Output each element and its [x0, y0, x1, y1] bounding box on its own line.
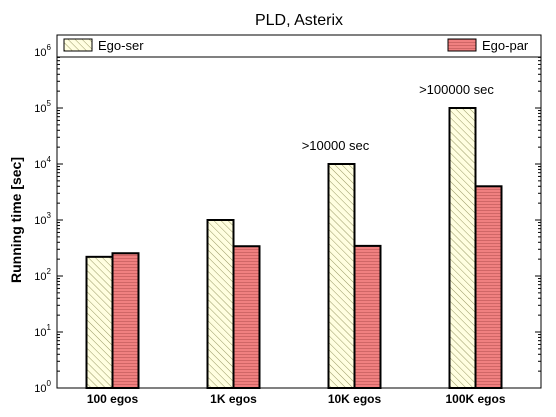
- annotation-label: >10000 sec: [302, 138, 370, 153]
- y-tick-label: 100: [34, 379, 51, 395]
- bar-ego-par-3: [474, 185, 503, 389]
- y-tick-label-exponent: 0: [47, 379, 52, 388]
- y-tick-label-base: 10: [34, 215, 46, 227]
- y-tick-label-base: 10: [34, 159, 46, 171]
- y-tick-label-base: 10: [34, 327, 46, 339]
- chart-title: PLD, Asterix: [255, 12, 343, 29]
- y-tick-label-base: 10: [34, 47, 46, 59]
- y-tick-label: 106: [34, 43, 51, 59]
- legend-box: [56, 34, 542, 58]
- bar-ego-ser-3: [448, 107, 477, 389]
- bars-group: [85, 107, 503, 390]
- x-tick-label: 100 egos: [87, 392, 139, 406]
- bar-ego-ser-2: [327, 163, 356, 389]
- bar-ego-ser-1: [206, 219, 235, 389]
- bar-ego-par-1: [232, 245, 261, 389]
- legend-label-ego-ser: Ego-ser: [98, 38, 144, 53]
- bar-ego-par-0: [111, 252, 140, 389]
- y-tick-label: 104: [34, 155, 51, 171]
- y-tick-label-exponent: 2: [47, 267, 52, 276]
- x-tick-label: 1K egos: [210, 392, 257, 406]
- x-tick-label: 100K egos: [445, 392, 505, 406]
- bar-ego-par-2: [353, 244, 382, 389]
- legend: Ego-ser Ego-par: [56, 34, 542, 58]
- x-axis-ticks: 100 egos 1K egos 10K egos 100K egos: [87, 392, 506, 406]
- y-tick-label: 102: [34, 267, 51, 283]
- y-tick-label: 105: [34, 99, 51, 115]
- y-tick-label-exponent: 1: [47, 323, 52, 332]
- y-tick-label-base: 10: [34, 383, 46, 395]
- annotation-label: >100000 sec: [419, 82, 494, 97]
- y-tick-label: 103: [34, 211, 51, 227]
- y-tick-label-exponent: 4: [47, 155, 52, 164]
- y-tick-label-exponent: 6: [47, 43, 52, 52]
- annotations-group: >10000 sec >100000 sec: [302, 82, 495, 153]
- y-tick-label: 101: [34, 323, 51, 339]
- legend-swatch-ego-par: [447, 38, 477, 52]
- y-tick-label-base: 10: [34, 103, 46, 115]
- x-tick-label: 10K egos: [328, 392, 382, 406]
- legend-swatch-ego-ser: [63, 38, 93, 52]
- legend-label-ego-par: Ego-par: [482, 38, 529, 53]
- bar-ego-ser-0: [85, 255, 114, 390]
- y-tick-label-exponent: 3: [47, 211, 52, 220]
- y-tick-label-exponent: 5: [47, 99, 52, 108]
- y-tick-label-base: 10: [34, 271, 46, 283]
- y-axis-label-group: Running time [sec]: [8, 157, 24, 283]
- y-axis-label: Running time [sec]: [8, 157, 24, 283]
